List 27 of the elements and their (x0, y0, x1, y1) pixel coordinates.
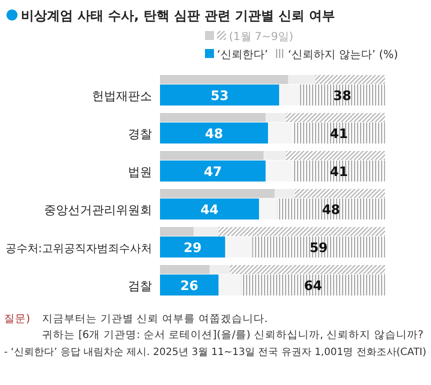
bar (160, 227, 194, 236)
legend-label: ‘신뢰한다’ (217, 48, 268, 61)
text: 지금부터는 기관별 신뢰 여부를 여쭙겠습니다. (42, 313, 268, 325)
y-tick-label: 공수처:고위공직자범죄수사처 (5, 242, 152, 255)
data-label: 29 (184, 241, 202, 256)
data-label: 48 (322, 203, 340, 218)
bar (225, 236, 252, 258)
text: 귀하는 [6개 기관명: 순서 로테이션](을/를) 신뢰하십니까, 신뢰하지 않습니까? (42, 329, 424, 341)
text: - ‘신뢰한다’ 응답 내림차순 제시. 2025년 3월 11~13일 전국 유권자 1,001명 전화조사(CATI) (4, 347, 426, 358)
bar (194, 227, 218, 236)
data-label: 26 (180, 279, 198, 294)
y-tick-label: 검찰 (128, 279, 152, 293)
data-label: 59 (310, 241, 328, 256)
y-tick-label: 경찰 (128, 127, 152, 141)
y-tick-label: 법원 (128, 165, 152, 179)
data-label: 48 (204, 127, 224, 142)
text: 질문) (4, 313, 30, 325)
data-label: 44 (200, 203, 219, 218)
data-label: 47 (204, 165, 222, 180)
data-label: 53 (210, 89, 229, 104)
data-label: 38 (333, 89, 352, 104)
y-tick-label: 헌법재판소 (92, 89, 152, 103)
data-label: 41 (330, 127, 348, 142)
chart-title: 비상계엄 사태 수사, 탄핵 심판 관련 기관별 신뢰 여부 (21, 9, 336, 24)
data-label: 64 (304, 279, 322, 294)
y-tick-label: 중앙선거관리위원회 (44, 203, 152, 217)
data-label: 41 (330, 165, 348, 180)
